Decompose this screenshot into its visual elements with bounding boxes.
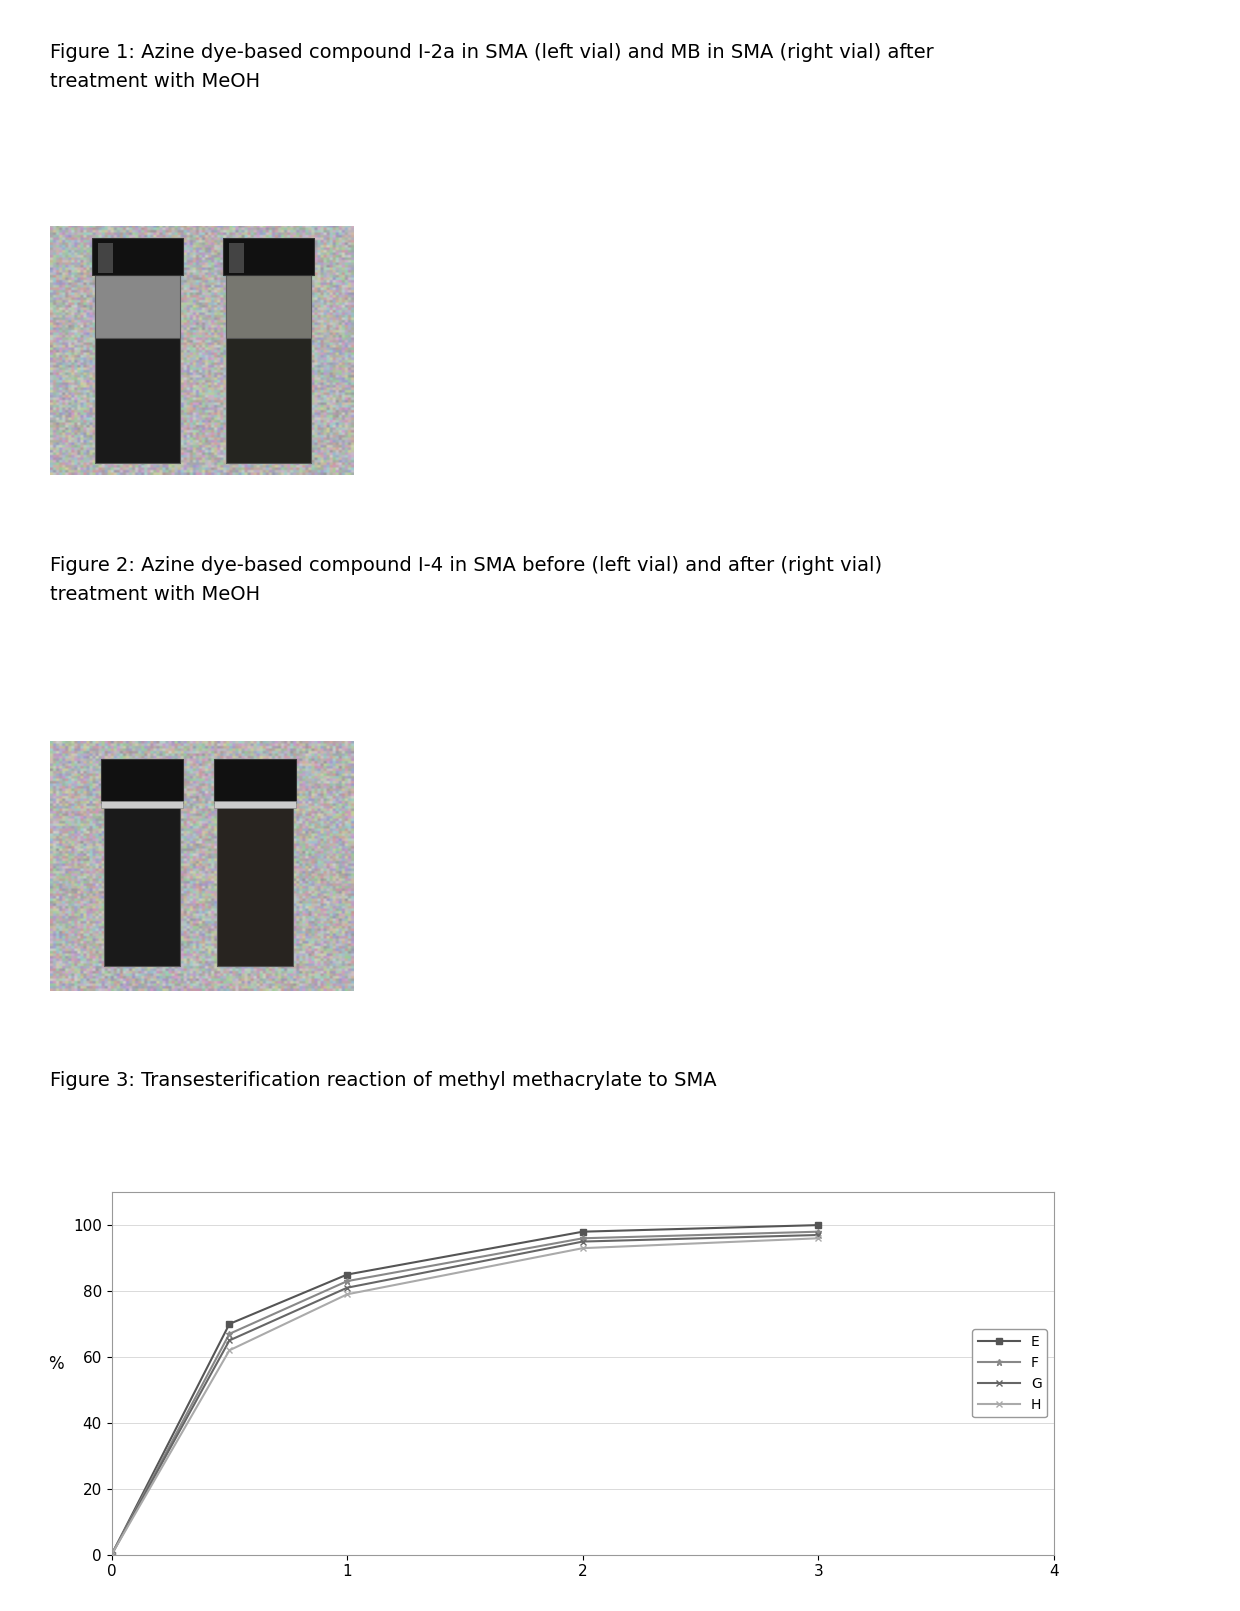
F (340, 1271, 355, 1290)
E (222, 1315, 237, 1334)
H (340, 1284, 355, 1303)
Line: E: E (108, 1221, 822, 1558)
Bar (213, 759, 295, 804)
Y-axis label: %: % (48, 1355, 64, 1373)
Bar (226, 275, 311, 338)
G (340, 1278, 355, 1297)
Legend: E, F, G, H: E, F, G, H (972, 1329, 1047, 1418)
Bar (98, 243, 113, 272)
Text: Figure 3: Transesterification reaction of methyl methacrylate to SMA: Figure 3: Transesterification reaction o… (50, 1071, 717, 1091)
E (340, 1265, 355, 1284)
Bar (229, 243, 244, 272)
Text: Figure 2: Azine dye-based compound I-4 in SMA before (left vial) and after (righ: Figure 2: Azine dye-based compound I-4 i… (50, 556, 882, 575)
G (222, 1331, 237, 1350)
Bar (223, 238, 314, 275)
F (222, 1324, 237, 1344)
Text: treatment with MeOH: treatment with MeOH (50, 72, 259, 92)
H (104, 1545, 119, 1564)
Bar (217, 804, 293, 965)
F (575, 1229, 590, 1249)
Line: H: H (108, 1234, 822, 1558)
Text: Figure 1: Azine dye-based compound I-2a in SMA (left vial) and MB in SMA (right : Figure 1: Azine dye-based compound I-2a … (50, 43, 934, 63)
Bar (92, 238, 184, 275)
Bar (102, 801, 184, 809)
E (811, 1215, 826, 1234)
F (104, 1545, 119, 1564)
G (811, 1226, 826, 1245)
Bar (213, 801, 295, 809)
E (104, 1545, 119, 1564)
Bar (95, 275, 180, 338)
G (575, 1232, 590, 1252)
Line: F: F (108, 1228, 822, 1558)
Bar (102, 759, 184, 804)
E (575, 1223, 590, 1242)
Line: G: G (108, 1231, 822, 1558)
Bar (104, 804, 180, 965)
H (222, 1340, 237, 1360)
G (104, 1545, 119, 1564)
Bar (95, 275, 180, 462)
Bar (226, 275, 311, 462)
F (811, 1223, 826, 1242)
Text: treatment with MeOH: treatment with MeOH (50, 585, 259, 604)
H (811, 1229, 826, 1249)
H (575, 1239, 590, 1258)
